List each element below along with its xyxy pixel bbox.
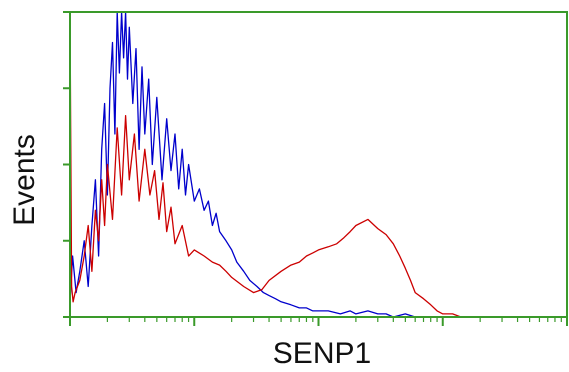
plot-frame — [69, 11, 568, 318]
histogram-series-1 — [70, 12, 481, 317]
x-axis-title: SENP1 — [272, 337, 372, 370]
axis-layer — [63, 11, 568, 326]
y-axis-label: Events — [8, 134, 41, 226]
series-layer — [70, 12, 481, 317]
y-axis-title: Events — [2, 110, 48, 250]
histogram-series-0 — [70, 12, 443, 317]
